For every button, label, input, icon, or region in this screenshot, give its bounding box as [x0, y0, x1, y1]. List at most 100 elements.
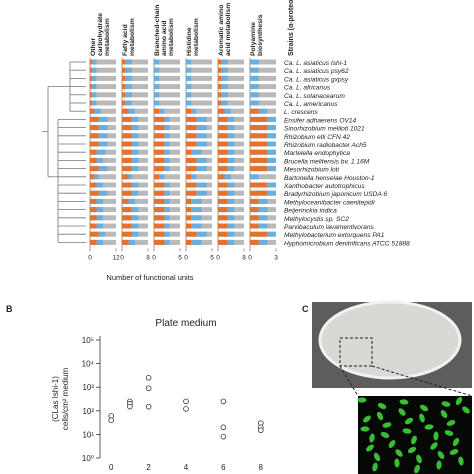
bar-segment [221, 59, 228, 65]
bar-segment [186, 116, 197, 122]
bar-track [218, 59, 244, 65]
bar-segment [154, 100, 160, 106]
bar-segment [122, 239, 129, 245]
bar-segment [227, 157, 235, 163]
bar-track [122, 84, 148, 90]
bar-segment [122, 84, 126, 90]
photo-background [358, 396, 472, 474]
cell [398, 408, 406, 416]
bar-segment [90, 215, 97, 221]
bar-segment [250, 198, 259, 204]
bar-segment [186, 59, 192, 65]
strain-label: Beijerinckia indica [284, 208, 337, 215]
bar-segment [221, 100, 228, 106]
bar-segment [250, 190, 268, 196]
bar-track [186, 174, 212, 180]
column-label: Aromatic amino [218, 5, 225, 56]
bar-segment [154, 174, 160, 180]
bar-segment [186, 108, 192, 114]
bar-track [250, 59, 276, 65]
bar-segment [164, 166, 170, 172]
bar-segment [131, 166, 139, 172]
bar-track [90, 92, 116, 98]
cell [433, 431, 439, 441]
bar-segment [125, 59, 132, 65]
bar-segment [267, 182, 276, 188]
bar-segment [258, 108, 268, 114]
bar-segment [196, 166, 207, 172]
bar-segment [90, 75, 93, 81]
bar-segment [250, 215, 259, 221]
bar-segment [122, 231, 132, 237]
bar-track [122, 92, 148, 98]
bar-segment [267, 157, 276, 163]
bar-segment [128, 198, 135, 204]
strain-label: Ca. L. asiaticus psy62 [284, 68, 349, 75]
bar-track [122, 100, 148, 106]
cell [404, 417, 414, 425]
bar-track [122, 59, 148, 65]
bar-segment [218, 125, 228, 131]
x-tick-label: 8 [242, 254, 246, 261]
bar-segment [227, 239, 235, 245]
bar-segment [227, 141, 235, 147]
bar-segment [122, 149, 132, 155]
x-tick-label: 8 [259, 463, 264, 472]
bar-segment [218, 157, 228, 163]
bar-track [122, 67, 148, 73]
bar-segment [125, 84, 132, 90]
bar-track [218, 75, 244, 81]
bar-segment [90, 223, 97, 229]
bar-segment [122, 92, 126, 98]
bar-segment [154, 108, 160, 114]
cell [372, 462, 378, 472]
data-point [108, 417, 115, 423]
bar-segment [186, 84, 192, 90]
bar-segment [122, 59, 126, 65]
bar-segment [191, 108, 197, 114]
bar-segment [196, 157, 207, 163]
bar-segment [218, 174, 225, 180]
strain-label: Rhizobium radiobacter Ach5 [284, 142, 367, 149]
bar-segment [164, 149, 170, 155]
bar-track [90, 108, 116, 114]
cell [376, 411, 384, 421]
bar-track [154, 108, 180, 114]
cell [411, 435, 417, 445]
bar-segment [227, 215, 235, 221]
strain-label: Bradyrhizobium japonicum USDA 6 [284, 191, 387, 198]
bar-track [250, 75, 276, 81]
bar-track [186, 59, 212, 65]
bar-segment [267, 125, 276, 131]
bar-segment [96, 207, 103, 213]
bar-segment [218, 223, 228, 229]
bar-segment [267, 190, 276, 196]
bar-segment [90, 108, 95, 114]
bar-segment [98, 133, 108, 139]
bar-segment [90, 116, 99, 122]
bar-segment [227, 133, 235, 139]
bar-segment [218, 207, 228, 213]
bar-segment [218, 84, 222, 90]
bar-segment [131, 133, 139, 139]
bar-segment [250, 239, 259, 245]
strain-label: Ca. L. asiaticus gxpsy [284, 76, 349, 83]
column-label: Branched-chain [154, 5, 161, 56]
bar-segment [186, 239, 192, 245]
petri-dish [318, 300, 462, 380]
bar-segment [122, 198, 129, 204]
column-label: biosynthesis [257, 14, 264, 56]
bar-segment [224, 174, 231, 180]
bar-segment [191, 239, 202, 245]
bar-track [154, 92, 180, 98]
bar-track [186, 75, 212, 81]
bar-segment [250, 100, 259, 106]
bar-segment [218, 59, 222, 65]
bar-segment [218, 133, 228, 139]
bar-track [154, 67, 180, 73]
column-label: carbohydrate [97, 13, 104, 56]
bar-segment [250, 92, 259, 98]
column-label: metabolism [168, 18, 175, 56]
bar-track [186, 67, 212, 73]
bar-segment [154, 67, 160, 73]
